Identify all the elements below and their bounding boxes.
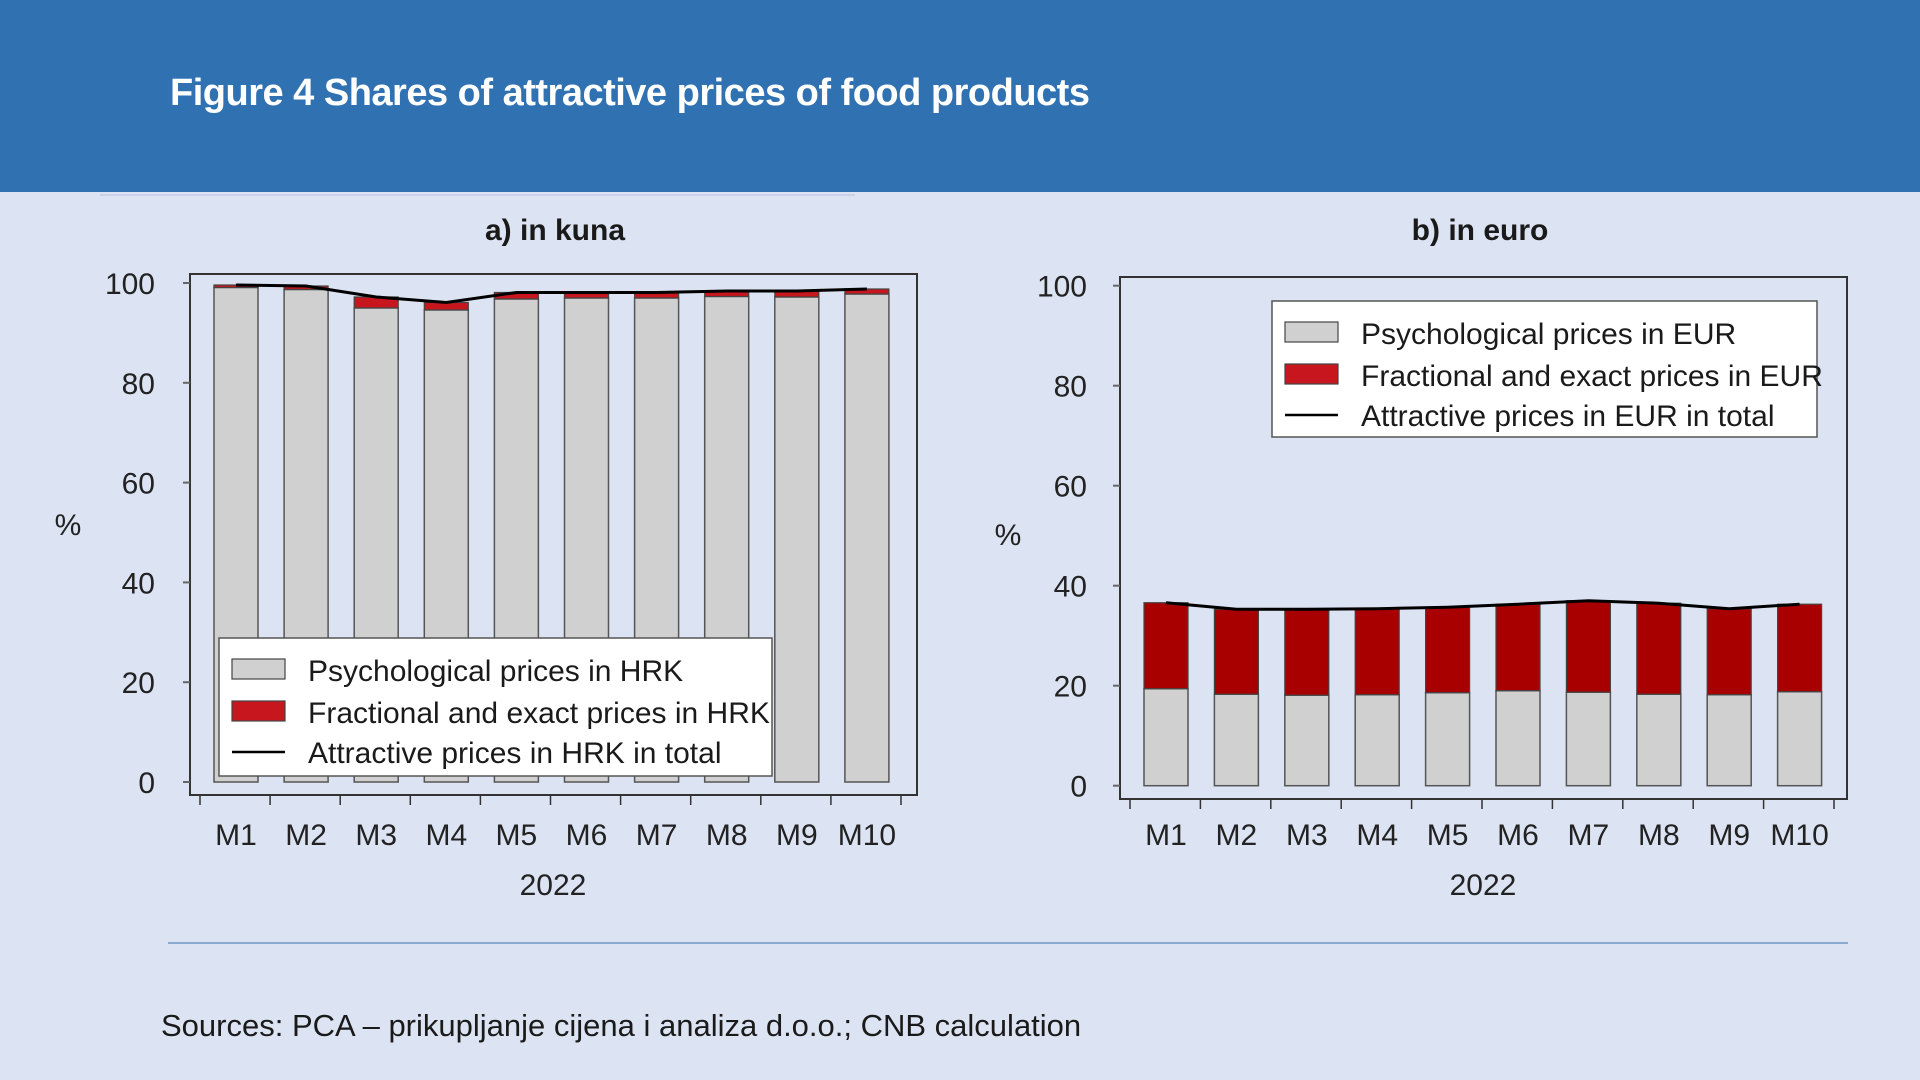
chart-b-xtick-label: M2	[1216, 819, 1258, 852]
chart-b-legend-swatch-psychological	[1284, 321, 1339, 343]
chart-b-bar-fractional-M4	[1354, 608, 1400, 696]
chart-b-legend-entry: Psychological prices in EUR	[1361, 318, 1736, 351]
chart-b-xtick-label: M6	[1497, 819, 1539, 852]
chart-b-legend-entry: Fractional and exact prices in EUR	[1361, 360, 1823, 393]
chart-a-xtick-label: M6	[566, 819, 608, 852]
chart-b-xtick-label: M3	[1286, 819, 1328, 852]
chart-b-bar-psychological-M5	[1424, 691, 1471, 787]
chart-b-line-total	[1165, 599, 1800, 611]
chart-b-bar-psychological-M8	[1636, 693, 1682, 787]
figure-header: Figure 4 Shares of attractive prices of …	[0, 0, 1920, 192]
chart-a-xlabel: 2022	[520, 869, 587, 902]
chart-a-legend-swatch-fractional	[231, 700, 286, 722]
chart-b-bar-fractional-M5	[1424, 606, 1471, 694]
chart-b-bar-psychological-M7	[1565, 691, 1612, 787]
chart-b-ytick-label: 0	[1070, 771, 1087, 804]
chart-b-xtick-label: M4	[1356, 819, 1398, 852]
chart-b-xtick-label: M7	[1568, 819, 1610, 852]
chart-a-line-total	[235, 283, 867, 304]
panel-a-title: a) in kuna	[484, 214, 626, 247]
chart-a-bar-psychological-M10	[844, 293, 890, 783]
chart-b-ytick-label: 40	[1054, 571, 1087, 604]
chart-b-bar-psychological-M2	[1213, 693, 1260, 787]
chart-b-bar-psychological-M3	[1284, 694, 1330, 787]
chart-b-xtick-label: M8	[1638, 819, 1680, 852]
header-underline	[100, 194, 855, 196]
chart-b-bar-psychological-M6	[1495, 689, 1541, 787]
chart-a-xtick-label: M5	[496, 819, 538, 852]
chart-b-bar-fractional-M3	[1284, 608, 1330, 696]
chart-b-bar-fractional-M1	[1143, 602, 1189, 690]
chart-a-legend-entry: Fractional and exact prices in HRK	[308, 697, 770, 730]
chart-a-legend-entry: Psychological prices in HRK	[308, 655, 683, 688]
chart-a-xtick-label: M3	[355, 819, 397, 852]
chart-b-xlabel: 2022	[1450, 869, 1517, 902]
chart-a-ytick-label: 60	[122, 468, 155, 501]
chart-a-xtick-label: M7	[636, 819, 678, 852]
chart-a-plot-frame	[189, 273, 918, 796]
chart-b-legend-box	[1271, 300, 1818, 438]
chart-a-xtick-label: M8	[706, 819, 748, 852]
chart-b-bar-psychological-M4	[1354, 693, 1400, 787]
figure-title: Figure 4 Shares of attractive prices of …	[170, 72, 1090, 114]
chart-b-ytick-label: 60	[1054, 471, 1087, 504]
chart-b-plot-frame	[1119, 276, 1848, 800]
chart-b-bar-psychological-M9	[1706, 693, 1752, 787]
chart-a-ytick-label: 80	[122, 368, 155, 401]
chart-b-xtick-label: M1	[1145, 819, 1187, 852]
chart-a-ytick-label: 0	[138, 767, 155, 800]
chart-b-bar-fractional-M2	[1213, 608, 1260, 695]
chart-a-ytick-label: 100	[105, 268, 155, 301]
chart-b-bar-fractional-M9	[1706, 608, 1752, 696]
chart-a-ylabel: %	[55, 509, 82, 542]
chart-b-xtick-label: M5	[1427, 819, 1469, 852]
chart-b-bar-fractional-M8	[1636, 602, 1682, 695]
chart-a-xtick-label: M1	[215, 819, 257, 852]
chart-a-xtick-label: M10	[838, 819, 896, 852]
chart-b-xtick-label: M10	[1770, 819, 1828, 852]
chart-b-ytick-label: 20	[1054, 671, 1087, 704]
sources-note: Sources: PCA – prikupljanje cijena i ana…	[161, 1008, 1082, 1043]
chart-b-ytick-label: 80	[1054, 371, 1087, 404]
chart-a-legend-entry: Attractive prices in HRK in total	[308, 737, 721, 770]
chart-b-bar-psychological-M10	[1776, 690, 1823, 787]
chart-b-bar-fractional-M6	[1495, 603, 1541, 692]
chart-a-legend-swatch-psychological	[231, 658, 286, 680]
chart-a-legend-box	[218, 637, 773, 777]
panel-b-title: b) in euro	[1411, 214, 1549, 247]
chart-b-bar-fractional-M7	[1565, 600, 1612, 693]
chart-a-xtick-label: M9	[776, 819, 818, 852]
chart-a-xtick-label: M4	[425, 819, 467, 852]
chart-b-legend-swatch-fractional	[1284, 363, 1339, 385]
chart-a-bar-psychological-M9	[774, 296, 820, 783]
chart-a-xtick-label: M2	[285, 819, 327, 852]
footer-divider	[168, 942, 1848, 944]
chart-b-bar-fractional-M10	[1776, 603, 1823, 693]
chart-b-ytick-label: 100	[1037, 271, 1087, 304]
chart-b-bar-psychological-M1	[1143, 687, 1189, 787]
chart-b-ylabel: %	[995, 519, 1022, 552]
chart-b-xtick-label: M9	[1708, 819, 1750, 852]
chart-a-ytick-label: 40	[122, 567, 155, 600]
chart-a-ytick-label: 20	[122, 667, 155, 700]
chart-b-legend-entry: Attractive prices in EUR in total	[1361, 400, 1774, 433]
